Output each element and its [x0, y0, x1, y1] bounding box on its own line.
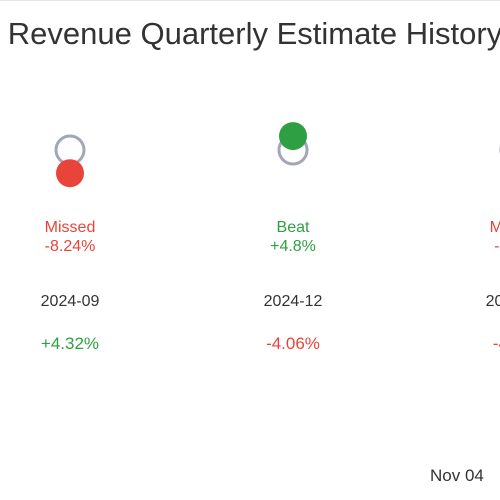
chart-title: Revenue Quarterly Estimate History	[8, 16, 500, 51]
quarter-column: Missed -8.24% 2024-09 +4.32%	[41, 134, 100, 353]
period-label: 2024-09	[41, 293, 100, 310]
surprise-label: +4.8%	[270, 238, 316, 255]
quarter-column: Beat +4.8% 2024-12 -4.06%	[264, 122, 323, 353]
period-label: 2025-03	[486, 293, 500, 310]
result-label: Beat	[277, 219, 310, 236]
result-label: Missed	[45, 219, 96, 236]
date-label: Nov 04	[430, 466, 484, 485]
top-border	[0, 0, 500, 1]
surprise-label: -8.24%	[45, 238, 96, 255]
quarter-columns: Missed -8.24% 2024-09 +4.32% Beat +4.8% 2024-1…	[41, 122, 500, 353]
change-label: -4.0%	[493, 334, 500, 353]
result-label: Missed	[490, 219, 500, 236]
actual-marker	[56, 159, 84, 188]
surprise-label: -5.0%	[494, 238, 500, 255]
quarter-column: Missed -5.0% 2025-03 -4.0%	[486, 146, 500, 353]
change-label: +4.32%	[41, 334, 99, 353]
actual-marker	[279, 122, 307, 151]
period-label: 2024-12	[264, 293, 323, 310]
change-label: -4.06%	[266, 334, 320, 353]
